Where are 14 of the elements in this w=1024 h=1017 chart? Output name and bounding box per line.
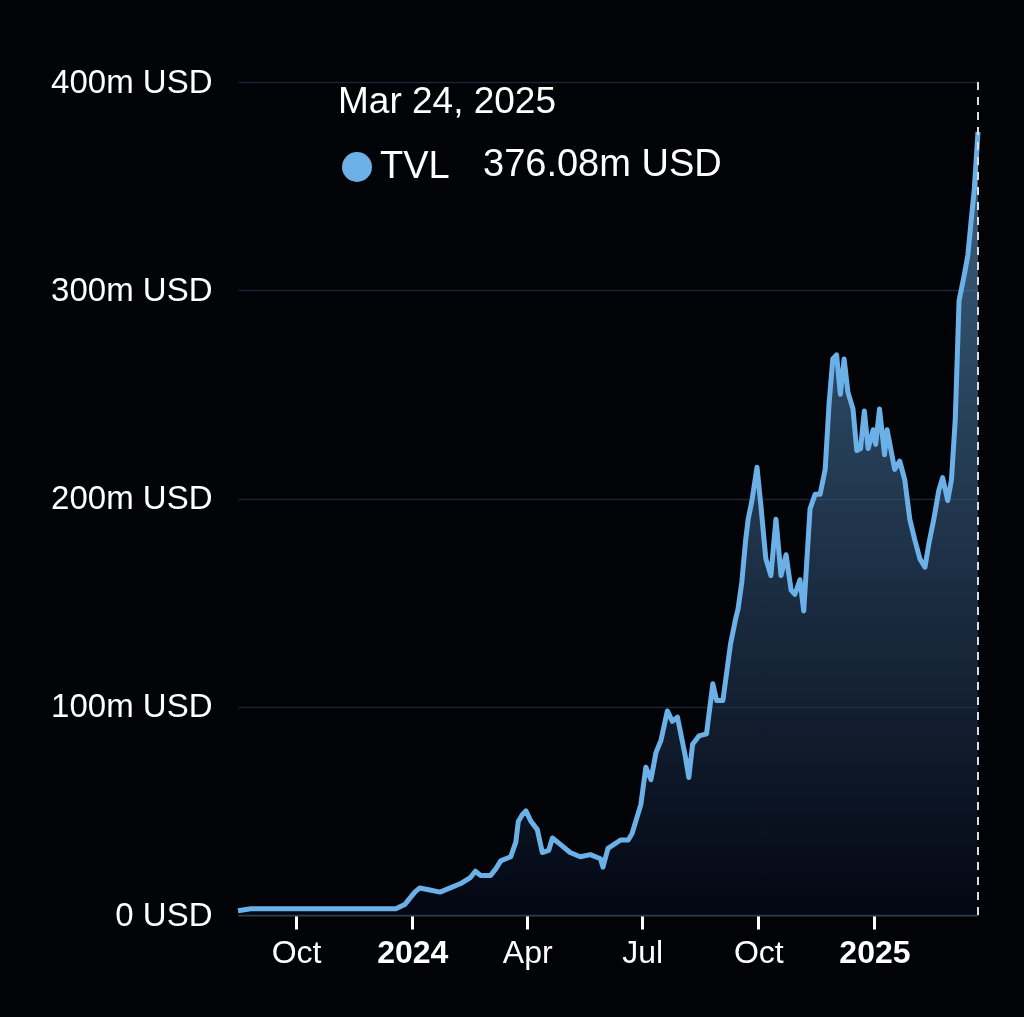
x-tick-label: Oct: [271, 933, 322, 970]
annotation: 376.08m USD: [483, 142, 722, 184]
x-tick-label: Jul: [622, 933, 664, 970]
y-tick-label: 300m USD: [51, 270, 213, 308]
y-tick-label: 200m USD: [51, 479, 213, 516]
legend-label: TVL: [380, 144, 450, 186]
x-tick-label: Oct: [733, 933, 784, 970]
annotation: Mar 24, 2025: [338, 80, 557, 121]
x-tick-label: 2024: [377, 933, 449, 970]
y-tick-label: 100m USD: [51, 687, 213, 725]
y-tick-label: 400m USD: [51, 62, 213, 100]
x-tick-label: 2025: [839, 933, 911, 970]
x-tick-label: Apr: [502, 933, 553, 970]
y-tick-label: 0 USD: [115, 895, 213, 933]
